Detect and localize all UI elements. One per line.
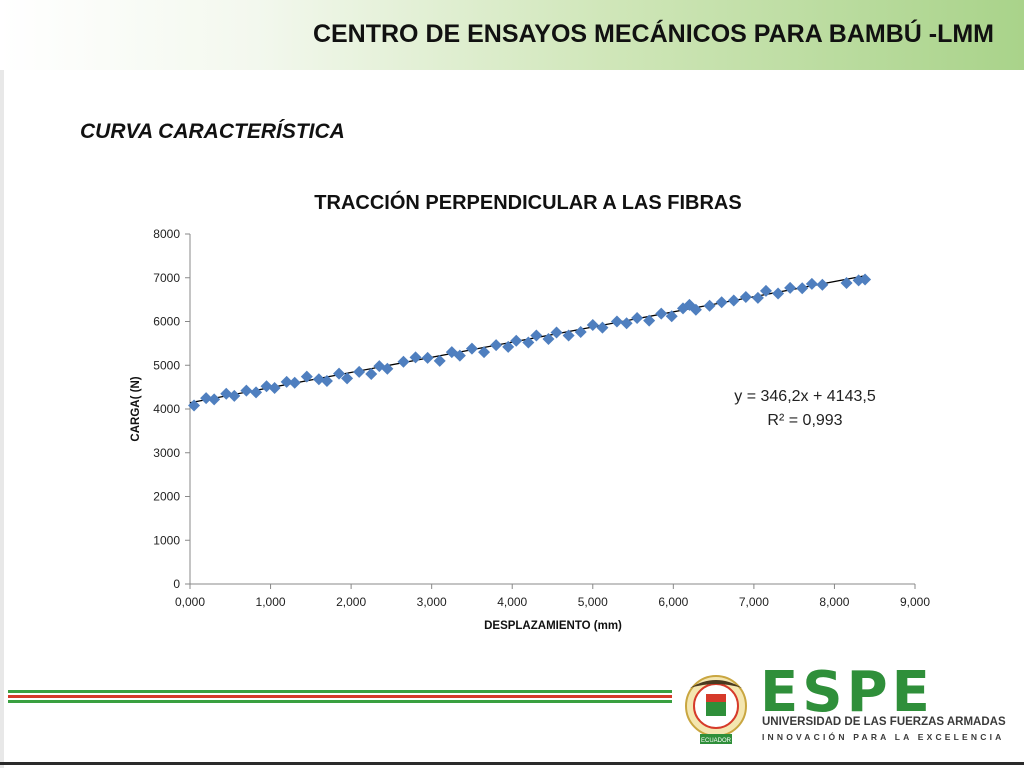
data-point	[300, 370, 313, 383]
data-point	[312, 373, 325, 386]
brand-tagline: INNOVACIÓN PARA LA EXCELENCIA	[762, 732, 1005, 742]
data-point	[280, 375, 293, 388]
data-point	[689, 303, 702, 316]
data-point	[620, 317, 633, 330]
seal-text: ECUADOR	[701, 738, 732, 744]
data-point	[465, 342, 478, 355]
y-tick-label: 1000	[153, 533, 180, 547]
data-point	[188, 399, 201, 412]
data-point	[586, 319, 599, 331]
data-point	[859, 273, 872, 286]
footer-rule	[0, 762, 1024, 765]
header-title: CENTRO DE ENSAYOS MECÁNICOS PARA BAMBÚ -…	[312, 20, 994, 48]
data-point	[333, 367, 346, 380]
data-point	[665, 310, 678, 323]
data-point	[631, 312, 644, 324]
section-subtitle: CURVA CARACTERÍSTICA	[80, 120, 345, 143]
footer-stripes	[8, 690, 672, 710]
data-point	[320, 375, 333, 387]
x-tick-label: 5,000	[578, 595, 608, 609]
x-tick-label: 0,000	[175, 595, 205, 609]
data-point	[816, 278, 829, 291]
data-point	[550, 326, 563, 339]
x-tick-label: 4,000	[497, 595, 527, 609]
x-tick-label: 6,000	[658, 595, 688, 609]
data-point	[365, 368, 378, 380]
data-point	[610, 315, 623, 328]
y-tick-label: 2000	[153, 490, 180, 504]
data-point	[759, 284, 772, 297]
x-tick-label: 3,000	[417, 595, 447, 609]
y-tick-label: 7000	[153, 271, 180, 285]
data-point	[490, 339, 503, 352]
data-point	[260, 380, 273, 393]
y-axis-title: CARGA( (N)	[130, 376, 142, 441]
r-squared-label: R² = 0,993	[767, 412, 842, 429]
y-tick-label: 3000	[153, 446, 180, 460]
data-point	[796, 282, 809, 295]
data-point	[200, 392, 213, 405]
data-point	[542, 333, 555, 345]
data-point	[805, 277, 818, 290]
data-point	[433, 354, 446, 367]
x-tick-label: 1,000	[256, 595, 286, 609]
data-point	[353, 365, 366, 378]
university-seal-icon: ECUADOR	[685, 675, 747, 744]
data-point	[208, 393, 221, 406]
data-point	[381, 362, 394, 375]
data-point	[655, 307, 668, 320]
data-point	[341, 372, 354, 385]
data-point	[562, 329, 575, 342]
slide-left-border	[0, 0, 4, 768]
data-point	[751, 291, 764, 304]
data-point	[772, 287, 785, 300]
brand-wordmark: ESPE	[760, 660, 934, 725]
data-point	[739, 291, 752, 303]
data-point	[727, 294, 740, 307]
y-tick-label: 4000	[153, 402, 180, 416]
chart: TRACCIÓN PERPENDICULAR A LAS FIBRAS 0 100…	[130, 190, 930, 632]
y-tick-group: 0 1000 2000 3000 4000 5000 6000 7000 8000	[153, 227, 190, 591]
data-point	[703, 299, 716, 312]
data-point	[397, 355, 410, 368]
data-point	[643, 314, 656, 327]
y-tick-label: 8000	[153, 227, 180, 241]
espe-logo: ESPE UNIVERSIDAD DE LAS FUERZAS ARMADAS …	[760, 660, 1010, 748]
data-point	[574, 326, 587, 338]
data-point	[840, 277, 853, 289]
data-point	[453, 349, 466, 362]
data-point	[478, 346, 491, 359]
data-point	[250, 386, 263, 399]
data-point	[502, 340, 515, 353]
chart-title: TRACCIÓN PERPENDICULAR A LAS FIBRAS	[314, 190, 741, 214]
data-point	[421, 351, 434, 364]
data-point	[240, 384, 253, 397]
data-point	[596, 321, 609, 334]
x-tick-group: 0,000 1,000 2,000 3,000 4,000 5,000 6,000 7,000…	[175, 584, 930, 609]
y-tick-label: 0	[173, 577, 180, 591]
data-points	[188, 273, 872, 412]
data-point	[288, 376, 301, 389]
header-band: CENTRO DE ENSAYOS MECÁNICOS PARA BAMBÚ -…	[0, 0, 1024, 70]
data-point	[268, 382, 281, 394]
data-point	[530, 329, 543, 342]
brand-university-name: UNIVERSIDAD DE LAS FUERZAS ARMADAS	[762, 716, 1006, 728]
x-tick-label: 9,000	[900, 595, 930, 609]
x-tick-label: 7,000	[739, 595, 769, 609]
x-tick-label: 8,000	[819, 595, 849, 609]
data-point	[510, 334, 523, 347]
x-tick-label: 2,000	[336, 595, 366, 609]
data-point	[715, 296, 728, 309]
data-point	[784, 281, 797, 294]
y-tick-label: 6000	[153, 315, 180, 329]
trend-equation: y = 346,2x + 4143,5	[734, 388, 876, 405]
data-point	[409, 351, 422, 364]
x-axis-title: DESPLAZAMIENTO (mm)	[484, 620, 622, 632]
data-point	[228, 389, 241, 402]
data-point	[522, 336, 535, 349]
y-tick-label: 5000	[153, 358, 180, 372]
